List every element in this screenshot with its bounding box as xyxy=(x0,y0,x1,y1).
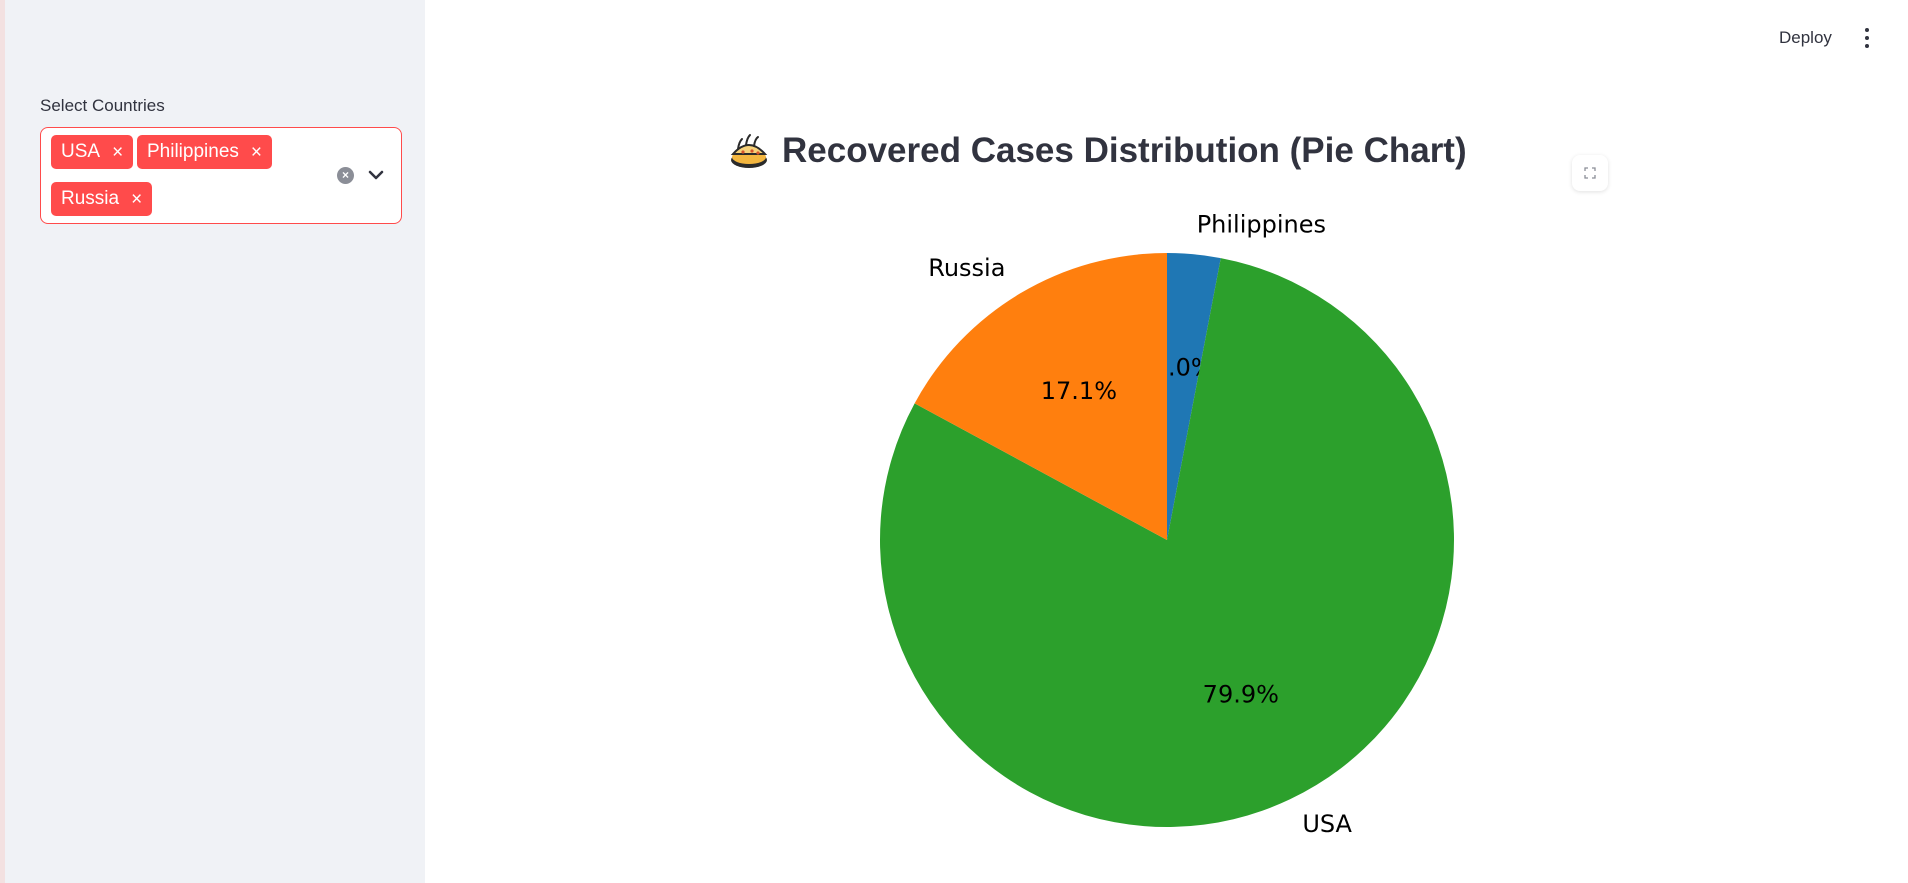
pie-slice-usa xyxy=(880,258,1454,827)
more-vertical-icon[interactable] xyxy=(1858,24,1876,52)
pie-label-russia: Russia xyxy=(928,254,1005,282)
pie-emoji-icon xyxy=(730,134,768,168)
chevron-down-icon[interactable] xyxy=(365,164,387,186)
remove-philippines-icon[interactable]: × xyxy=(250,141,263,163)
page-title-row: Recovered Cases Distribution (Pie Chart) xyxy=(728,130,1467,172)
tag-usa: USA × xyxy=(51,135,134,169)
page-title: Recovered Cases Distribution (Pie Chart) xyxy=(782,131,1467,170)
fullscreen-icon xyxy=(1584,167,1596,179)
pie-label-philippines: Philippines xyxy=(1197,211,1326,239)
remove-russia-icon[interactable]: × xyxy=(131,188,143,210)
deploy-button[interactable]: Deploy xyxy=(1779,28,1832,47)
remove-usa-icon[interactable]: × xyxy=(112,141,124,163)
pie-slice-russia xyxy=(914,253,1167,540)
tag-philippines-label: Philippines xyxy=(147,141,239,162)
tag-philippines: Philippines × xyxy=(137,135,273,169)
tag-russia-label: Russia xyxy=(61,188,120,209)
pie-pct-russia: 17.1% xyxy=(1041,377,1117,405)
countries-multiselect[interactable]: USA × Philippines × Russia × × xyxy=(40,127,402,224)
tag-russia: Russia × xyxy=(51,182,153,216)
select-countries-label: Select Countries xyxy=(40,96,165,115)
pie-label-usa: USA xyxy=(1302,810,1352,838)
tag-usa-label: USA xyxy=(61,141,101,162)
sidebar: Select Countries USA × Philippines × Rus… xyxy=(0,0,425,883)
fullscreen-button[interactable] xyxy=(1572,155,1608,191)
pie-pct-usa: 79.9% xyxy=(1203,681,1279,709)
clear-all-icon[interactable]: × xyxy=(337,167,354,184)
pie-slice-philippines xyxy=(1167,253,1221,540)
